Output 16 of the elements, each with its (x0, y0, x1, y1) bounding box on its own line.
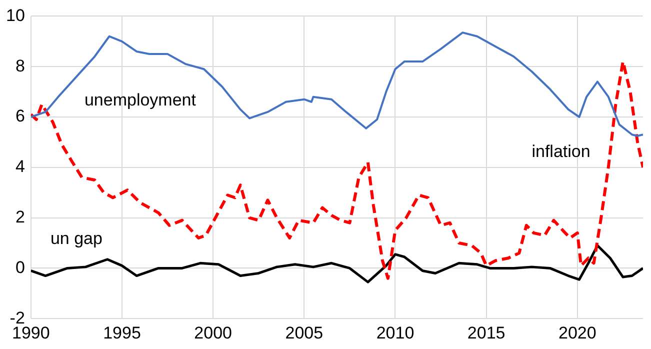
x-tick-label: 2000 (194, 323, 232, 342)
x-tick-label: 1995 (103, 323, 141, 342)
x-tick-label: 2005 (285, 323, 324, 342)
y-tick-label: 4 (15, 157, 25, 176)
series-label: unemployment (84, 90, 196, 110)
x-tick-label: 2015 (467, 323, 506, 342)
x-tick-label: 2020 (558, 323, 596, 342)
y-tick-label: 6 (15, 106, 25, 126)
y-tick-label: 8 (15, 56, 25, 76)
y-tick-label: 2 (15, 207, 25, 226)
y-tick-label: 10 (6, 6, 25, 25)
y-tick-label: 0 (15, 258, 25, 277)
x-tick-label: 2010 (376, 323, 414, 342)
series-label: un gap (50, 228, 102, 248)
line-series (30, 60, 643, 280)
series-label: inflation (532, 142, 590, 161)
